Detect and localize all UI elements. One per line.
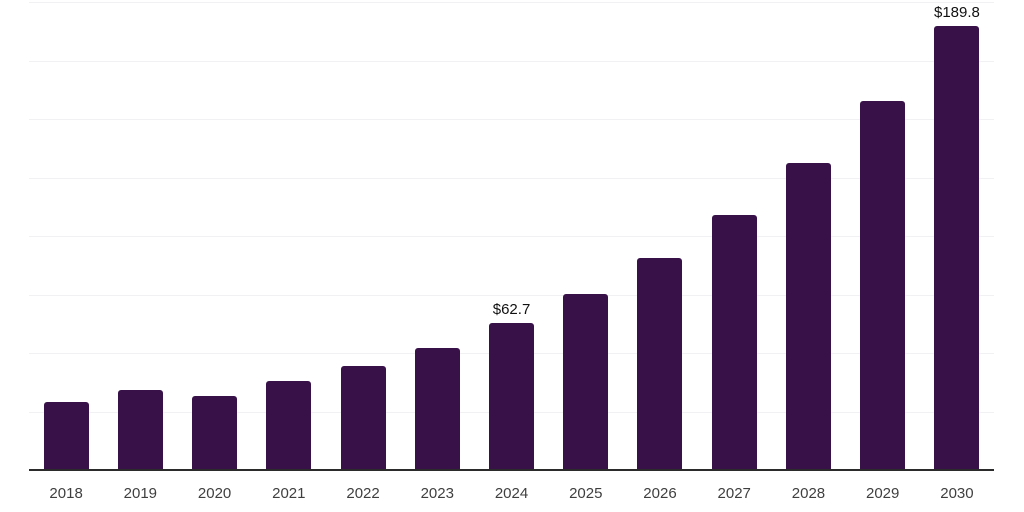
- bar: [711, 214, 757, 470]
- x-axis-label: 2024: [494, 485, 529, 502]
- x-axis-labels: 2018 2019 2020 2021 2022 2023 2024 2025 2026 2027…: [29, 484, 994, 504]
- bar: [637, 257, 683, 470]
- x-axis-label: 2029: [866, 485, 900, 502]
- bar: [266, 381, 312, 470]
- x-axis-label: 2019: [123, 485, 158, 502]
- bar-value-label: $189.8: [933, 3, 980, 21]
- x-axis-label: 2023: [420, 485, 454, 502]
- bar-slot: [29, 2, 103, 470]
- x-axis-label: 2028: [791, 485, 826, 502]
- gridline: [29, 119, 994, 120]
- bar: [414, 347, 460, 470]
- bars-container: $62.7 $189.8: [29, 2, 994, 470]
- bar: [43, 402, 89, 470]
- bar-value-label: $62.7: [492, 301, 531, 319]
- bar-slot: [177, 2, 251, 470]
- x-axis-label: 2018: [49, 485, 83, 502]
- bar: [563, 293, 609, 470]
- gridline: [29, 236, 994, 237]
- bar-slot: [549, 2, 623, 470]
- bar-slot: [623, 2, 697, 470]
- bar: [860, 100, 906, 470]
- bar: [340, 365, 386, 470]
- x-axis-label: 2022: [346, 485, 380, 502]
- x-axis-label: 2025: [569, 485, 603, 502]
- gridline: [29, 177, 994, 179]
- gridline: [29, 60, 994, 62]
- plot-area: $62.7 $189.8: [29, 2, 994, 471]
- bar: [934, 25, 980, 470]
- bar-slot: [846, 2, 920, 470]
- bar: [192, 396, 238, 470]
- bar: [785, 162, 831, 470]
- bar: [489, 323, 535, 470]
- x-axis-label: 2027: [717, 485, 751, 502]
- bar-slot: [771, 2, 845, 470]
- x-axis-label: 2021: [272, 485, 306, 502]
- bar-slot: [103, 2, 177, 470]
- x-axis-label: 2030: [940, 485, 974, 502]
- bar: [117, 389, 163, 470]
- bar-slot: $189.8: [920, 2, 994, 470]
- bar-slot: $62.7: [474, 2, 548, 470]
- bar-slot: [400, 2, 474, 470]
- gridline: [29, 2, 994, 3]
- bar-slot: [252, 2, 326, 470]
- x-axis-line: [29, 469, 994, 471]
- gridline: [29, 294, 994, 296]
- bar-slot: [326, 2, 400, 470]
- x-axis-label: 2020: [197, 485, 232, 502]
- x-axis-label: 2026: [643, 485, 677, 502]
- bar-slot: [697, 2, 771, 470]
